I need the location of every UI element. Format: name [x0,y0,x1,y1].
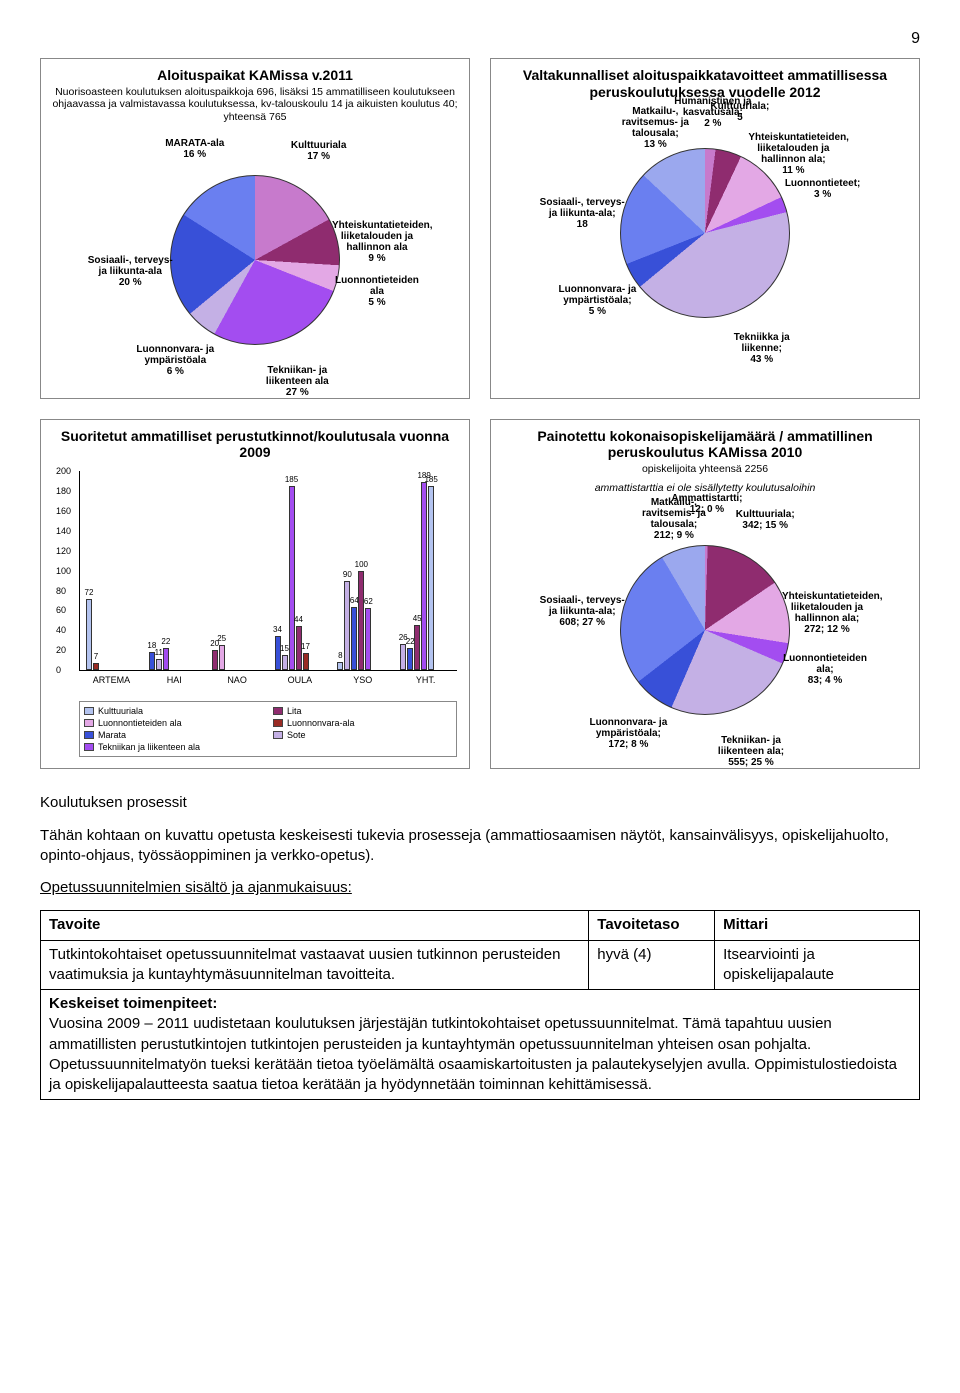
section-heading: Koulutuksen prosessit [40,793,920,813]
bar: 22 [407,648,413,670]
bar: 11 [156,659,162,670]
pie-label: Tekniikka ja liikenne;43 % [717,332,807,365]
legend-item: Luonnonvara-ala [273,718,452,728]
th-mittari: Mittari [715,911,920,940]
category-label: HAI [143,675,206,685]
bar: 72 [86,599,92,671]
pie-label: Luonnonvara- ja ympärtistöala;5 % [552,284,642,317]
y-tick: 20 [56,645,66,655]
y-tick: 80 [56,586,66,596]
chart3-title: Suoritetut ammatilliset perustutkinnot/k… [49,428,461,462]
y-tick: 160 [56,506,71,516]
pie-label: Sosiaali-, terveys- ja liikunta-ala;18 [537,197,627,230]
r1c3: Itsearviointi ja opiskelijapalaute [715,940,920,990]
pie-label: Kulttuuriala;5 [695,101,785,123]
bar: 15 [282,655,288,670]
bar: 20 [212,650,218,670]
page-number: 9 [40,30,920,48]
th-tavoite: Tavoite [41,911,589,940]
pie-label: Yhteiskuntatieteiden, liiketalouden ja h… [332,220,422,264]
bar: 17 [303,653,309,670]
r1c2: hyvä (4) [589,940,715,990]
bar: 45 [414,625,420,670]
chart-row-1: Aloituspaikat KAMissa v.2011 Nuorisoaste… [40,58,920,399]
pie-label: Yhteiskuntatieteiden, liiketalouden ja h… [748,132,838,176]
pie-label: Sosiaali-, terveys- ja liikunta-ala20 % [85,255,175,288]
pie-label: MARATA-ala16 % [150,138,240,160]
body-text: Koulutuksen prosessit Tähän kohtaan on k… [40,793,920,1100]
paragraph-2: Opetussuunnitelmien sisältö ja ajanmukai… [40,878,920,898]
chart2-panel: Valtakunnalliset aloituspaikkatavoitteet… [490,58,920,399]
category-label: YHT. [394,675,457,685]
document-page: 9 Aloituspaikat KAMissa v.2011 Nuorisoas… [0,0,960,1130]
pie-label: Kulttuuriala17 % [274,140,364,162]
bar: 7 [93,663,99,670]
chart1-title: Aloituspaikat KAMissa v.2011 [49,67,461,84]
chart3-plot: 020406080100120140160180200727ARTEMA1811… [79,471,457,671]
bar: 26 [400,644,406,670]
legend-item: Luonnontieteiden ala [84,718,263,728]
pie-label: Tekniikan- ja liikenteen ala27 % [252,365,342,398]
category-label: YSO [331,675,394,685]
y-tick: 100 [56,566,71,576]
y-tick: 0 [56,665,61,675]
chart4-pie [620,545,790,715]
chart3-legend: Kulttuuriala Lita Luonnontieteiden ala Luon… [79,701,457,757]
y-tick: 60 [56,605,66,615]
pie-label: Tekniikan- ja liikenteen ala;555; 25 % [706,735,796,768]
chart-row-2: Suoritetut ammatilliset perustutkinnot/k… [40,419,920,770]
r2: Keskeiset toimenpiteet: Vuosina 2009 – 2… [41,990,920,1100]
category-label: ARTEMA [80,675,143,685]
bar: 90 [344,581,350,671]
pie-label: Luonnontieteet;3 % [778,178,868,200]
y-tick: 180 [56,486,71,496]
pie-label: Matkailu-, ravitsemus- ja talousala;13 % [610,106,700,150]
chart3-panel: Suoritetut ammatilliset perustutkinnot/k… [40,419,470,770]
y-tick: 120 [56,546,71,556]
th-tavoitetaso: Tavoitetaso [589,911,715,940]
r1c1: Tutkintokohtaiset opetussuunnitelmat vas… [41,940,589,990]
chart4-title: Painotettu kokonaisopiskelijamäärä / amm… [499,428,911,462]
legend-item: Kulttuuriala [84,706,263,716]
bar: 64 [351,607,357,671]
bar: 34 [275,636,281,670]
chart1-panel: Aloituspaikat KAMissa v.2011 Nuorisoaste… [40,58,470,399]
pie-label: Luonnonvara- ja ympäristöala;172; 8 % [583,717,673,750]
category-label: NAO [206,675,269,685]
legend-item: Lita [273,706,452,716]
objectives-table: Tavoite Tavoitetaso Mittari Tutkintokoht… [40,910,920,1100]
pie-label: Luonnontieteiden ala5 % [332,275,422,308]
bar: 185 [428,486,434,670]
r2-body: Vuosina 2009 – 2011 uudistetaan koulutuk… [49,1015,897,1093]
chart4-panel: Painotettu kokonaisopiskelijamäärä / amm… [490,419,920,770]
pie-label: Luonnontieteiden ala;83; 4 % [780,653,870,686]
pie-label: Matkailu-, ravitsemis- ja talousala;212;… [629,497,719,541]
chart4-sub1: opiskelijoita yhteensä 2256 [499,463,911,476]
bar: 100 [358,571,364,671]
bar: 25 [219,645,225,670]
legend-item: Marata [84,730,263,740]
paragraph-1: Tähän kohtaan on kuvattu opetusta keskei… [40,826,920,867]
r2-heading: Keskeiset toimenpiteet: [49,995,217,1012]
bar: 62 [365,608,371,670]
category-label: OULA [269,675,332,685]
legend-item: Sote [273,730,452,740]
chart1-subtitle: Nuorisoasteen koulutuksen aloituspaikkoj… [49,86,461,124]
bar: 185 [289,486,295,670]
legend-item: Tekniikan ja liikenteen ala [84,742,263,752]
bar: 8 [337,662,343,670]
pie-label: Luonnonvara- ja ympäristöala6 % [130,344,220,377]
bar: 189 [421,482,427,670]
pie-label: Sosiaali-, terveys- ja liikunta-ala;608;… [537,595,627,628]
pie-label: Yhteiskuntatieteiden, liiketalouden ja h… [782,591,872,635]
pie-label: Kulttuuriala;342; 15 % [720,509,810,531]
y-tick: 140 [56,526,71,536]
bar: 22 [163,648,169,670]
chart1-pie [170,175,340,345]
y-tick: 40 [56,625,66,635]
y-tick: 200 [56,466,71,476]
